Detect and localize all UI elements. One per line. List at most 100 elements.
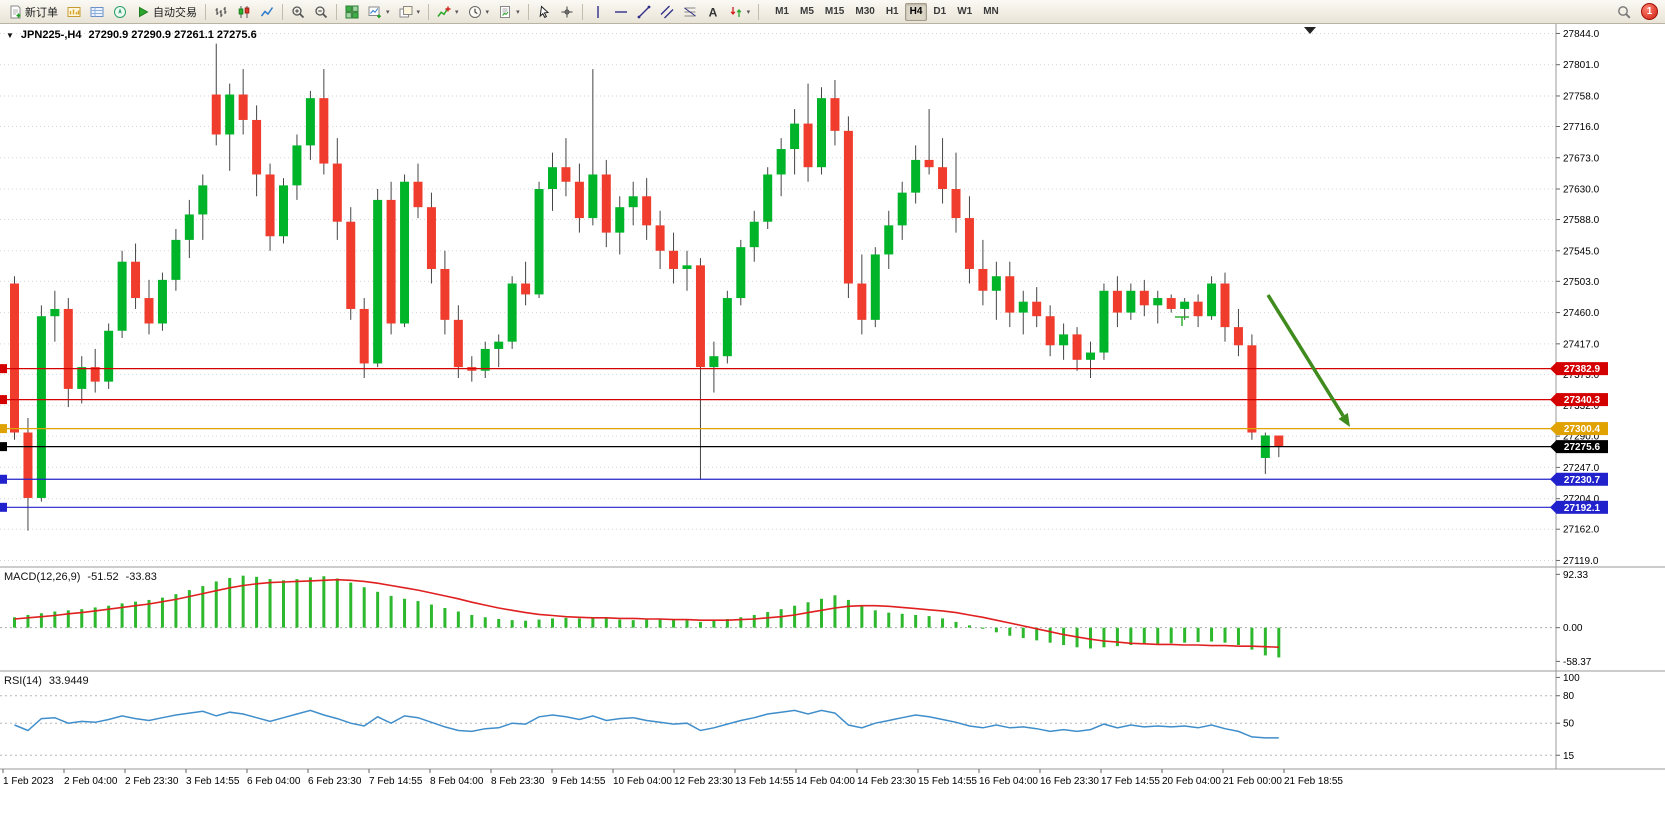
fibonacci-icon	[683, 5, 697, 19]
candle	[682, 265, 692, 269]
candle	[480, 348, 490, 371]
candle	[1086, 352, 1095, 360]
fibonacci-button[interactable]	[679, 2, 701, 22]
candle	[1032, 301, 1042, 317]
crosshair-icon	[560, 5, 574, 19]
toolbar-separator	[758, 3, 760, 20]
candle	[803, 123, 813, 168]
time-axis-label: 8 Feb 04:00	[430, 776, 484, 787]
bar-chart-button[interactable]	[210, 2, 232, 22]
channel-button[interactable]	[656, 2, 678, 22]
periods-button[interactable]: ▾	[464, 2, 494, 22]
time-axis-label: 6 Feb 23:30	[308, 776, 362, 787]
auto-trading-button[interactable]: 自动交易	[132, 2, 201, 22]
timeframe-h4-button[interactable]: H4	[904, 2, 928, 21]
time-axis-label: 2 Feb 23:30	[125, 776, 179, 787]
tile-windows-button[interactable]	[341, 2, 363, 22]
price-axis-label: 27332.0	[1563, 401, 1600, 412]
text-button[interactable]: A	[702, 2, 724, 22]
price-tag-arrow	[1550, 362, 1556, 375]
notification-badge[interactable]: 1	[1641, 3, 1658, 20]
toolbar-separator	[428, 3, 430, 20]
macd-value: -51.52	[87, 571, 119, 583]
indicators-button[interactable]: ▾	[433, 2, 463, 22]
macd-signal-value: -33.83	[125, 571, 157, 583]
price-tag[interactable]	[1556, 422, 1608, 436]
vline-button[interactable]	[587, 2, 609, 22]
candle	[615, 207, 625, 233]
timeframe-w1-button[interactable]: W1	[952, 3, 977, 21]
timeframe-m15-button[interactable]: M15	[820, 3, 849, 21]
market-watch-icon	[67, 5, 81, 19]
navigator-icon	[113, 5, 127, 19]
dropdown-arrow-icon: ▾	[746, 8, 751, 16]
timeframe-m1-button[interactable]: M1	[770, 3, 794, 21]
time-axis-label: 21 Feb 18:55	[1284, 776, 1343, 787]
candle	[252, 119, 262, 175]
price-axis-label: 27460.0	[1563, 308, 1600, 319]
time-axis-label: 14 Feb 04:00	[796, 776, 855, 787]
navigator-button[interactable]	[109, 2, 131, 22]
crosshair-button[interactable]	[556, 2, 578, 22]
symbol-dropdown-icon[interactable]: ▼	[6, 30, 14, 40]
candle	[50, 308, 60, 317]
candle	[1247, 345, 1257, 433]
toolbar-separator	[581, 3, 583, 20]
level-left-tag	[0, 424, 7, 434]
cursor-icon	[537, 4, 551, 19]
candle	[561, 167, 571, 182]
price-tag[interactable]	[1556, 500, 1608, 514]
line-chart-button[interactable]	[256, 2, 278, 22]
timeframe-m5-button[interactable]: M5	[795, 3, 819, 21]
price-tag[interactable]	[1556, 393, 1608, 407]
timeframe-m30-button[interactable]: M30	[850, 3, 879, 21]
shapes-button[interactable]: ▾	[725, 2, 755, 22]
timeframe-group: M1 M5 M15 M30 H1 H4 D1 W1 MN	[770, 2, 1004, 21]
rsi-axis-label: 80	[1563, 691, 1575, 702]
price-tag[interactable]	[1556, 362, 1608, 376]
new-chart-icon	[368, 5, 382, 19]
candle	[1166, 298, 1176, 309]
price-tag[interactable]	[1556, 472, 1608, 486]
candle	[1072, 334, 1082, 360]
market-watch-button[interactable]	[63, 2, 85, 22]
candle	[601, 174, 611, 233]
time-axis-label: 3 Feb 14:55	[186, 776, 240, 787]
zoom-in-button[interactable]	[287, 2, 309, 22]
candle	[938, 167, 948, 190]
candle-chart-button[interactable]	[233, 2, 255, 22]
cursor-button[interactable]	[533, 2, 555, 22]
new-chart-button[interactable]: ▾	[364, 2, 394, 22]
candle	[292, 145, 302, 186]
dropdown-arrow-icon: ▾	[416, 8, 421, 16]
timeframe-mn-button[interactable]: MN	[978, 3, 1004, 21]
trendline-button[interactable]	[633, 2, 655, 22]
price-tag-arrow	[1550, 501, 1556, 514]
timeframe-d1-button[interactable]: D1	[928, 3, 951, 21]
data-window-button[interactable]	[86, 2, 108, 22]
price-tag[interactable]	[1556, 440, 1608, 454]
templates-button[interactable]: ▾	[494, 2, 524, 22]
dropdown-arrow-icon: ▾	[386, 8, 390, 16]
time-axis-label: 13 Feb 14:55	[735, 776, 794, 787]
new-order-button[interactable]: 新订单	[4, 2, 62, 22]
candle	[924, 159, 934, 168]
price-axis-label: 27673.0	[1563, 153, 1600, 164]
down-arrow-annotation[interactable]	[1266, 294, 1345, 417]
timeframe-h1-button[interactable]: H1	[881, 3, 904, 21]
search-button[interactable]	[1613, 2, 1635, 22]
zoom-out-button[interactable]	[310, 2, 332, 22]
candle	[1233, 327, 1243, 346]
chart-canvas[interactable]: 27844.0 27801.0 27758.0 27716.0 27673.0 27630…	[0, 24, 1665, 840]
hline-button[interactable]	[610, 2, 632, 22]
candle	[426, 207, 436, 269]
candle	[655, 225, 665, 251]
price-axis-label: 27503.0	[1563, 277, 1600, 288]
chart-shift-marker[interactable]	[1304, 27, 1316, 34]
candle	[964, 218, 974, 269]
candle	[198, 185, 208, 215]
profiles-button[interactable]: ▾	[395, 2, 425, 22]
level-left-tag	[0, 442, 7, 452]
rsi-name: RSI(14)	[4, 675, 42, 687]
price-tag-arrow	[1550, 440, 1556, 453]
